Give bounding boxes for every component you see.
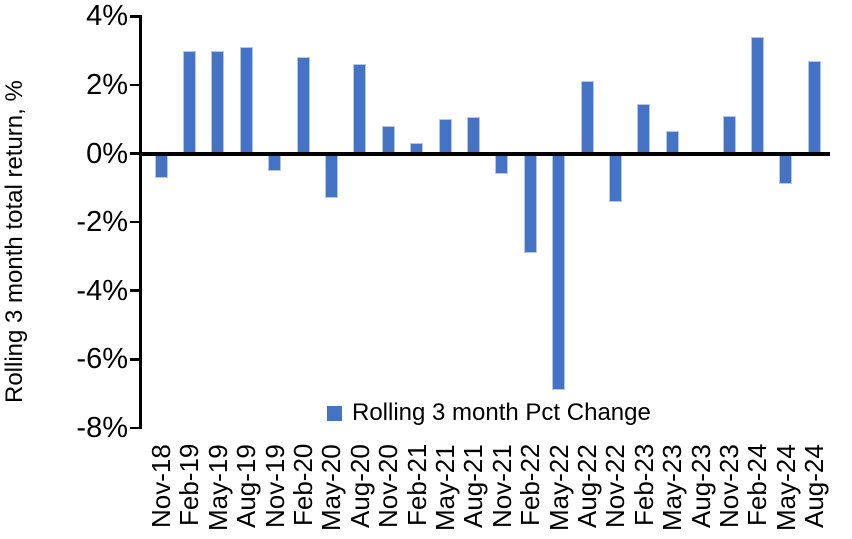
x-axis-label: Feb-22 xyxy=(515,444,546,527)
x-axis-label: Aug-21 xyxy=(458,444,489,528)
x-axis-label: May-23 xyxy=(657,444,688,531)
bar xyxy=(154,153,168,178)
bar xyxy=(779,153,793,185)
y-axis-tick xyxy=(130,83,140,87)
x-axis-label: Feb-20 xyxy=(288,444,318,527)
y-axis-tick-label: -2% xyxy=(76,206,128,239)
legend: Rolling 3 month Pct Change xyxy=(327,399,651,427)
y-axis-tick-label: -8% xyxy=(76,411,128,444)
bar xyxy=(239,47,253,154)
y-axis-tick-label: 0% xyxy=(86,137,128,170)
y-axis-title: Rolling 3 month total return, % xyxy=(1,80,28,404)
x-axis-label: May-21 xyxy=(430,444,460,531)
bar xyxy=(438,119,452,154)
bar xyxy=(296,57,310,154)
bar xyxy=(324,153,338,199)
bar xyxy=(750,36,764,154)
x-axis-label: Feb-19 xyxy=(174,444,205,527)
bar xyxy=(466,117,480,154)
bar xyxy=(580,81,594,154)
x-axis-label: Aug-23 xyxy=(685,444,716,528)
x-axis-label: May-22 xyxy=(543,444,574,531)
x-axis-zero-line xyxy=(140,152,830,156)
bar xyxy=(381,126,395,154)
legend-label: Rolling 3 month Pct Change xyxy=(352,399,651,426)
y-axis-tick-label: -6% xyxy=(76,343,128,376)
y-axis-tick xyxy=(130,426,140,430)
x-axis-label: May-20 xyxy=(316,444,347,531)
x-axis-label: Nov-23 xyxy=(714,444,744,528)
x-axis-label: Feb-21 xyxy=(401,444,432,527)
bar xyxy=(807,60,821,154)
x-axis-label: Nov-20 xyxy=(373,444,404,528)
bar xyxy=(722,115,736,154)
x-axis-label: Feb-24 xyxy=(742,444,773,527)
y-axis-tick xyxy=(130,220,140,224)
x-axis-label: Nov-19 xyxy=(259,444,290,528)
bar xyxy=(552,153,566,391)
x-axis-label: Nov-18 xyxy=(146,444,176,528)
x-axis-label: Nov-21 xyxy=(486,444,517,528)
bar xyxy=(268,153,282,171)
x-axis-label: Feb-23 xyxy=(628,444,659,527)
bar xyxy=(637,103,651,154)
bar xyxy=(665,131,679,154)
y-axis-tick xyxy=(130,358,140,361)
x-axis-label: Aug-20 xyxy=(344,444,375,528)
y-axis-tick-label: 2% xyxy=(86,68,128,101)
y-axis-tick xyxy=(130,152,140,155)
y-axis-line xyxy=(139,15,142,429)
x-axis-label: Aug-22 xyxy=(572,444,602,528)
bar xyxy=(353,64,367,154)
x-axis-label: May-19 xyxy=(202,444,233,531)
x-axis-label: Nov-22 xyxy=(600,444,631,528)
x-axis-label: Aug-24 xyxy=(799,444,830,528)
x-axis-label: May-24 xyxy=(770,444,801,531)
y-axis-tick-label: 4% xyxy=(86,0,128,33)
y-axis-tick xyxy=(130,289,140,292)
bar xyxy=(608,153,622,202)
legend-marker-icon xyxy=(327,405,342,421)
bar xyxy=(211,50,225,154)
bar xyxy=(523,153,537,253)
y-axis-tick xyxy=(130,15,140,18)
y-axis-tick-label: -4% xyxy=(76,274,128,307)
bar xyxy=(182,50,196,154)
bar xyxy=(495,153,509,175)
x-axis-label: Aug-19 xyxy=(231,444,262,528)
